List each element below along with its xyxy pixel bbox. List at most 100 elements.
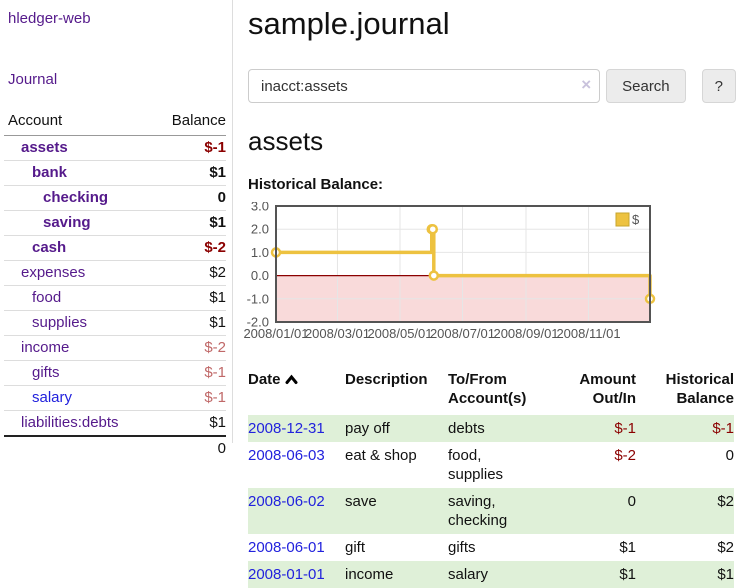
account-link-assets[interactable]: assets (21, 139, 68, 156)
transaction-date-cell: 2008-01-01 (248, 561, 345, 588)
account-link-expenses[interactable]: expenses (21, 264, 86, 281)
account-balance-value: $1 (151, 160, 226, 186)
transaction-accounts-cell: gifts (448, 539, 476, 556)
legend-label: $ (632, 212, 640, 227)
transaction-date-link[interactable]: 2008-01-01 (248, 566, 325, 583)
account-name-cell: food (4, 285, 152, 311)
account-balance-value: $1 (151, 410, 226, 437)
transaction-date-cell: 2008-06-02 (248, 488, 345, 534)
transaction-accounts-cell: saving, checking (448, 493, 508, 529)
account-name-cell: bank (4, 160, 152, 186)
sidebar: hledger-web Journal Account Balance asse… (0, 0, 232, 461)
account-balance-value: $1 (151, 210, 226, 236)
register-header-row: Date Description To/From Account(s) Amou… (248, 368, 734, 415)
account-name-cell: supplies (4, 310, 152, 336)
account-link-gifts[interactable]: gifts (32, 364, 60, 381)
account-name-cell: gifts (4, 360, 152, 386)
account-balance-value: $1 (151, 310, 226, 336)
account-balance-table: Account Balance assets $-1 bank $1 checking 0… (4, 109, 226, 461)
transaction-accounts-cell: food, supplies (448, 447, 504, 483)
account-link-checking[interactable]: checking (43, 189, 109, 206)
search-button[interactable]: Search (606, 69, 686, 103)
account-row: income $-2 (4, 335, 226, 361)
transaction-accounts-cell: salary (448, 566, 489, 583)
transaction-balance-cell: $-1 (712, 420, 734, 437)
account-balance-value: $-1 (151, 385, 226, 411)
plot-border (275, 205, 651, 323)
account-balance-value: 0 (151, 185, 226, 211)
register-table: Date Description To/From Account(s) Amou… (248, 368, 734, 588)
balance-column-header-register: Historical Balance (665, 371, 734, 407)
transaction-date-link[interactable]: 2008-12-31 (248, 420, 325, 437)
transaction-description-cell: income (345, 566, 394, 583)
transaction-date-link[interactable]: 2008-06-03 (248, 447, 325, 464)
svg-text:-2.0: -2.0 (247, 315, 269, 330)
account-link-income[interactable]: income (21, 339, 70, 356)
transaction-balance-cell: 0 (725, 447, 734, 464)
journal-nav-link[interactable]: Journal (8, 71, 58, 88)
clear-search-icon[interactable]: × (581, 75, 592, 94)
account-row: supplies $1 (4, 310, 226, 336)
account-balance-value: $-1 (151, 135, 226, 161)
account-row: saving $1 (4, 210, 226, 236)
account-row: assets $-1 (4, 135, 226, 161)
svg-text:-1.0: -1.0 (247, 291, 269, 306)
date-header-label: Date (248, 371, 281, 388)
chart-heading: Historical Balance: (248, 176, 384, 193)
account-link-cash[interactable]: cash (32, 239, 67, 256)
transaction-amount-cell: $1 (619, 539, 636, 556)
transaction-date-cell: 2008-12-31 (248, 415, 345, 442)
description-column-header: Description (345, 371, 428, 388)
svg-text:2008/01/01: 2008/01/01 (243, 326, 308, 341)
transaction-amount-cell: $1 (619, 566, 636, 583)
transaction-amount-cell: 0 (627, 493, 636, 510)
account-link-supplies[interactable]: supplies (32, 314, 88, 331)
account-name-cell: expenses (4, 260, 152, 286)
account-row: cash $-2 (4, 235, 226, 261)
help-button[interactable]: ? (701, 69, 736, 103)
svg-text:3.0: 3.0 (251, 202, 269, 214)
account-name-cell: income (4, 335, 152, 361)
sidebar-divider (232, 0, 233, 443)
svg-text:2008/07/01: 2008/07/01 (430, 326, 495, 341)
transaction-date-link[interactable]: 2008-06-01 (248, 539, 325, 556)
account-link-bank[interactable]: bank (32, 164, 68, 181)
transaction-description-cell: pay off (345, 420, 390, 437)
svg-text:0.0: 0.0 (251, 268, 269, 283)
account-link-liabilities-debts[interactable]: liabilities:debts (21, 414, 119, 431)
account-balance-value: $-2 (151, 335, 226, 361)
search-input[interactable] (248, 69, 601, 103)
account-row: food $1 (4, 285, 226, 311)
transaction-row: 2008-12-31 pay off debts $-1 $-1 (248, 415, 734, 442)
svg-text:2.0: 2.0 (251, 222, 269, 237)
chart-svg: 3.0 2.0 1.0 0.0 -1.0 -2.02008/01/012008/03/01… (243, 199, 656, 341)
transaction-row: 2008-01-01 income salary $1 $1 (248, 561, 734, 588)
svg-text:2008/11/01: 2008/11/01 (556, 326, 620, 341)
date-column-header[interactable]: Date (248, 368, 345, 415)
account-balance-value: $-1 (151, 360, 226, 386)
account-column-header: Account (4, 109, 152, 136)
account-name-cell: salary (4, 385, 152, 411)
transaction-date-link[interactable]: 2008-06-02 (248, 493, 325, 510)
account-name-cell: saving (4, 210, 152, 236)
transaction-amount-cell: $-2 (614, 447, 636, 464)
account-balance-value: $-2 (151, 235, 226, 261)
transaction-description-cell: gift (345, 539, 366, 556)
app-brand-link[interactable]: hledger-web (8, 10, 91, 27)
transaction-date-cell: 2008-06-01 (248, 534, 345, 561)
account-link-salary[interactable]: salary (32, 389, 73, 406)
account-row: checking 0 (4, 185, 226, 211)
data-point-marker (428, 270, 440, 281)
transaction-amount-cell: $-1 (614, 420, 636, 437)
transaction-description-cell: save (345, 493, 377, 510)
transaction-row: 2008-06-03 eat & shop food, supplies $-2 0 (248, 442, 734, 488)
transaction-accounts-cell: debts (448, 420, 485, 437)
sort-ascending-icon (285, 374, 298, 384)
transaction-balance-cell: $2 (717, 493, 734, 510)
total-row: 0 (4, 435, 226, 461)
svg-text:1.0: 1.0 (251, 245, 269, 260)
transaction-row: 2008-06-02 save saving, checking 0 $2 (248, 488, 734, 534)
account-link-food[interactable]: food (32, 289, 62, 306)
account-link-saving[interactable]: saving (43, 214, 91, 231)
transaction-date-cell: 2008-06-03 (248, 442, 345, 488)
